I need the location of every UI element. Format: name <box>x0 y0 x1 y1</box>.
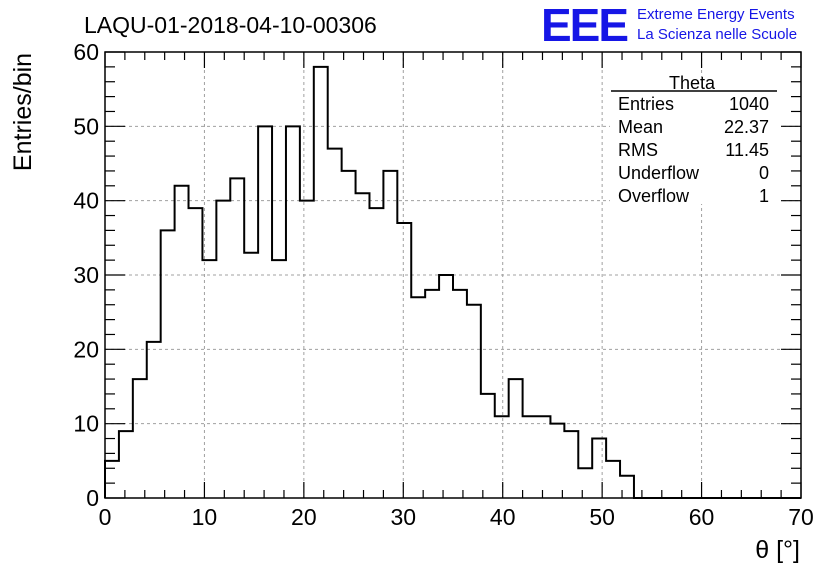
x-tick-label: 10 <box>192 504 218 530</box>
histogram-bin <box>258 126 272 498</box>
histogram-bin <box>244 253 258 498</box>
x-tick-label: 30 <box>390 504 416 530</box>
histogram-bin <box>495 416 509 498</box>
histogram-bin <box>161 230 175 498</box>
x-tick-label: 60 <box>689 504 715 530</box>
histogram-bin <box>550 424 564 498</box>
stat-label-overflow: Overflow <box>618 186 690 206</box>
stat-label-rms: RMS <box>618 140 658 160</box>
histogram-bin <box>342 171 356 498</box>
histogram-bin <box>189 208 203 498</box>
stat-label-entries: Entries <box>618 94 674 114</box>
x-tick-label: 50 <box>589 504 615 530</box>
histogram-bin <box>216 201 230 498</box>
stat-value-overflow: 1 <box>759 186 769 206</box>
stats-box-background <box>610 78 780 204</box>
histogram-bin <box>133 379 147 498</box>
x-axis-title: θ [°] <box>755 536 800 564</box>
stats-box: Theta Entries 1040 Mean 22.37 RMS 11.45 … <box>610 73 780 206</box>
histogram-bin <box>175 186 189 498</box>
histogram-bin <box>606 461 620 498</box>
stat-value-entries: 1040 <box>729 94 769 114</box>
stat-label-underflow: Underflow <box>618 163 700 183</box>
y-tick-label: 10 <box>73 411 99 437</box>
histogram-bin <box>439 275 453 498</box>
stat-value-mean: 22.37 <box>724 117 769 137</box>
histogram-layer <box>104 65 801 499</box>
histogram-bin <box>230 178 244 498</box>
x-tick-label: 40 <box>490 504 516 530</box>
histogram-bin <box>425 290 439 498</box>
histogram-bin <box>356 193 370 498</box>
y-axis-title: Entries/bin <box>9 53 37 171</box>
y-tick-label: 0 <box>86 485 99 511</box>
y-tick-label: 60 <box>73 39 99 65</box>
logo-line-2: La Scienza nelle Scuole <box>637 26 797 43</box>
x-tick-label: 20 <box>291 504 317 530</box>
histogram-bin <box>397 223 411 498</box>
histogram-bin <box>383 171 397 498</box>
stats-title: Theta <box>669 73 716 93</box>
histogram-bin <box>592 439 606 498</box>
histogram-bin <box>411 297 425 498</box>
histogram-bin <box>467 305 481 498</box>
histogram-bin <box>564 431 578 498</box>
histogram-bin <box>578 468 592 498</box>
histogram-bin <box>481 394 495 498</box>
x-tick-label: 70 <box>788 504 814 530</box>
y-tick-label: 40 <box>73 188 99 214</box>
y-tick-label: 20 <box>73 336 99 362</box>
histogram-bin <box>314 67 328 498</box>
x-tick-label: 0 <box>99 504 112 530</box>
logo-mark: EEE <box>541 0 627 51</box>
stat-value-rms: 11.45 <box>725 140 769 160</box>
run-title: LAQU-01-2018-04-10-00306 <box>84 12 377 38</box>
histogram-bin <box>105 461 119 498</box>
histogram-bin <box>286 126 300 498</box>
histogram-bin <box>523 416 537 498</box>
y-tick-label: 50 <box>73 113 99 139</box>
histogram-bin <box>272 260 286 498</box>
histogram-bin <box>119 431 133 498</box>
histogram-bin <box>369 208 383 498</box>
histogram-bin <box>509 379 523 498</box>
logo-line-1: Extreme Energy Events <box>637 6 795 23</box>
stat-value-underflow: 0 <box>759 163 769 183</box>
stat-label-mean: Mean <box>618 117 663 137</box>
histogram-bin <box>147 342 161 498</box>
eee-logo: EEE Extreme Energy Events La Scienza nel… <box>541 0 797 51</box>
y-tick-label: 30 <box>73 262 99 288</box>
histogram-bin <box>537 416 551 498</box>
histogram-outline <box>104 65 801 499</box>
histogram-bin <box>453 290 467 498</box>
